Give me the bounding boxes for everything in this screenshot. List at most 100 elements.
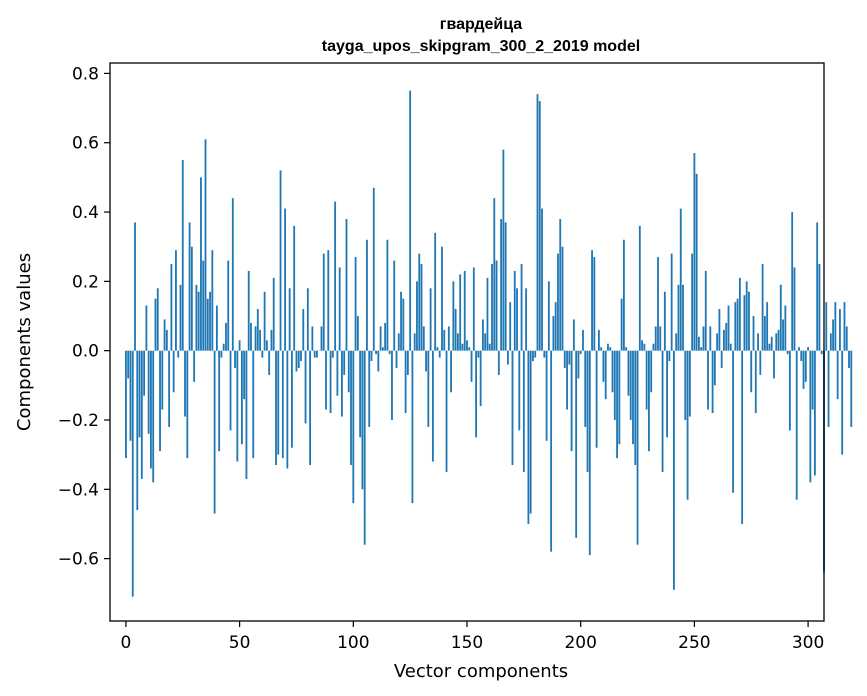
bar [713, 350, 716, 386]
bar [288, 288, 291, 351]
bar [231, 198, 234, 351]
bar [759, 350, 762, 375]
bar [793, 267, 796, 351]
bar [659, 326, 662, 351]
x-tick-label: 300 [792, 633, 824, 653]
bar [561, 246, 564, 351]
bar [693, 153, 696, 351]
bar [622, 239, 625, 351]
bar [575, 350, 578, 538]
bar [775, 333, 778, 351]
bar [136, 350, 139, 511]
bar [379, 326, 382, 351]
bar [827, 350, 830, 427]
bar [402, 298, 405, 351]
bar [279, 170, 282, 351]
bar [165, 329, 168, 351]
bar [527, 350, 530, 524]
x-axis-label: Vector components [394, 661, 568, 682]
bar [522, 350, 525, 472]
bar [384, 322, 387, 351]
bar [743, 295, 746, 351]
bar [345, 218, 348, 351]
bar [584, 350, 587, 427]
bar [459, 274, 462, 351]
bar [768, 343, 771, 351]
bar [156, 288, 159, 351]
chart-subtitle: tayga_upos_skipgram_300_2_2019 model [322, 38, 640, 55]
bar [220, 350, 223, 358]
bar [782, 319, 784, 351]
bar [832, 319, 835, 351]
bar [707, 350, 709, 410]
bar [218, 350, 221, 452]
y-tick-label: 0.2 [72, 272, 99, 292]
bar [507, 350, 509, 365]
bar [456, 333, 459, 351]
bar [709, 326, 712, 351]
bar [359, 350, 362, 438]
bar [450, 350, 452, 393]
bar [291, 350, 293, 448]
bar [525, 288, 528, 351]
bar [302, 309, 305, 351]
bar [597, 329, 600, 351]
bar [438, 350, 441, 358]
bar [272, 277, 275, 351]
bar [547, 281, 550, 351]
bar [482, 319, 484, 351]
bar [529, 350, 532, 514]
bar [163, 319, 166, 351]
bar [600, 347, 603, 351]
bar [354, 257, 357, 351]
bar [256, 309, 259, 351]
bar [177, 350, 180, 358]
bar [577, 350, 580, 379]
bar [591, 250, 593, 351]
bar [802, 350, 805, 389]
bar [557, 253, 559, 351]
bar [391, 350, 393, 420]
bar [313, 350, 316, 358]
bar [829, 333, 832, 351]
y-tick-label: −0.6 [58, 550, 99, 570]
bar [559, 218, 562, 351]
bar [393, 260, 396, 351]
bar [261, 350, 264, 358]
bar [602, 350, 605, 382]
bar [538, 101, 541, 351]
bar [327, 250, 330, 351]
bar [632, 350, 634, 445]
bar [452, 281, 455, 351]
bar [720, 350, 723, 368]
bar [252, 350, 255, 459]
bar [813, 350, 816, 476]
bar [677, 284, 680, 351]
bar [716, 333, 719, 351]
bar [495, 260, 498, 351]
bar [161, 350, 164, 410]
bar [727, 305, 730, 351]
bar [270, 329, 273, 351]
bar [413, 333, 416, 351]
bar [754, 350, 757, 414]
bar [798, 347, 800, 351]
bar [356, 316, 359, 351]
bar [536, 94, 539, 351]
bar [477, 350, 480, 358]
bar [595, 350, 598, 448]
bar [286, 350, 289, 469]
bar [395, 350, 398, 368]
bar [259, 329, 261, 351]
bar [711, 350, 714, 414]
bar [420, 264, 423, 351]
bar [563, 350, 566, 368]
bar [825, 302, 828, 351]
bar [190, 246, 193, 351]
bar [666, 350, 669, 438]
bar [341, 350, 343, 417]
bar [836, 350, 839, 400]
bar [147, 350, 150, 434]
bar [723, 329, 725, 351]
bar [240, 350, 243, 445]
